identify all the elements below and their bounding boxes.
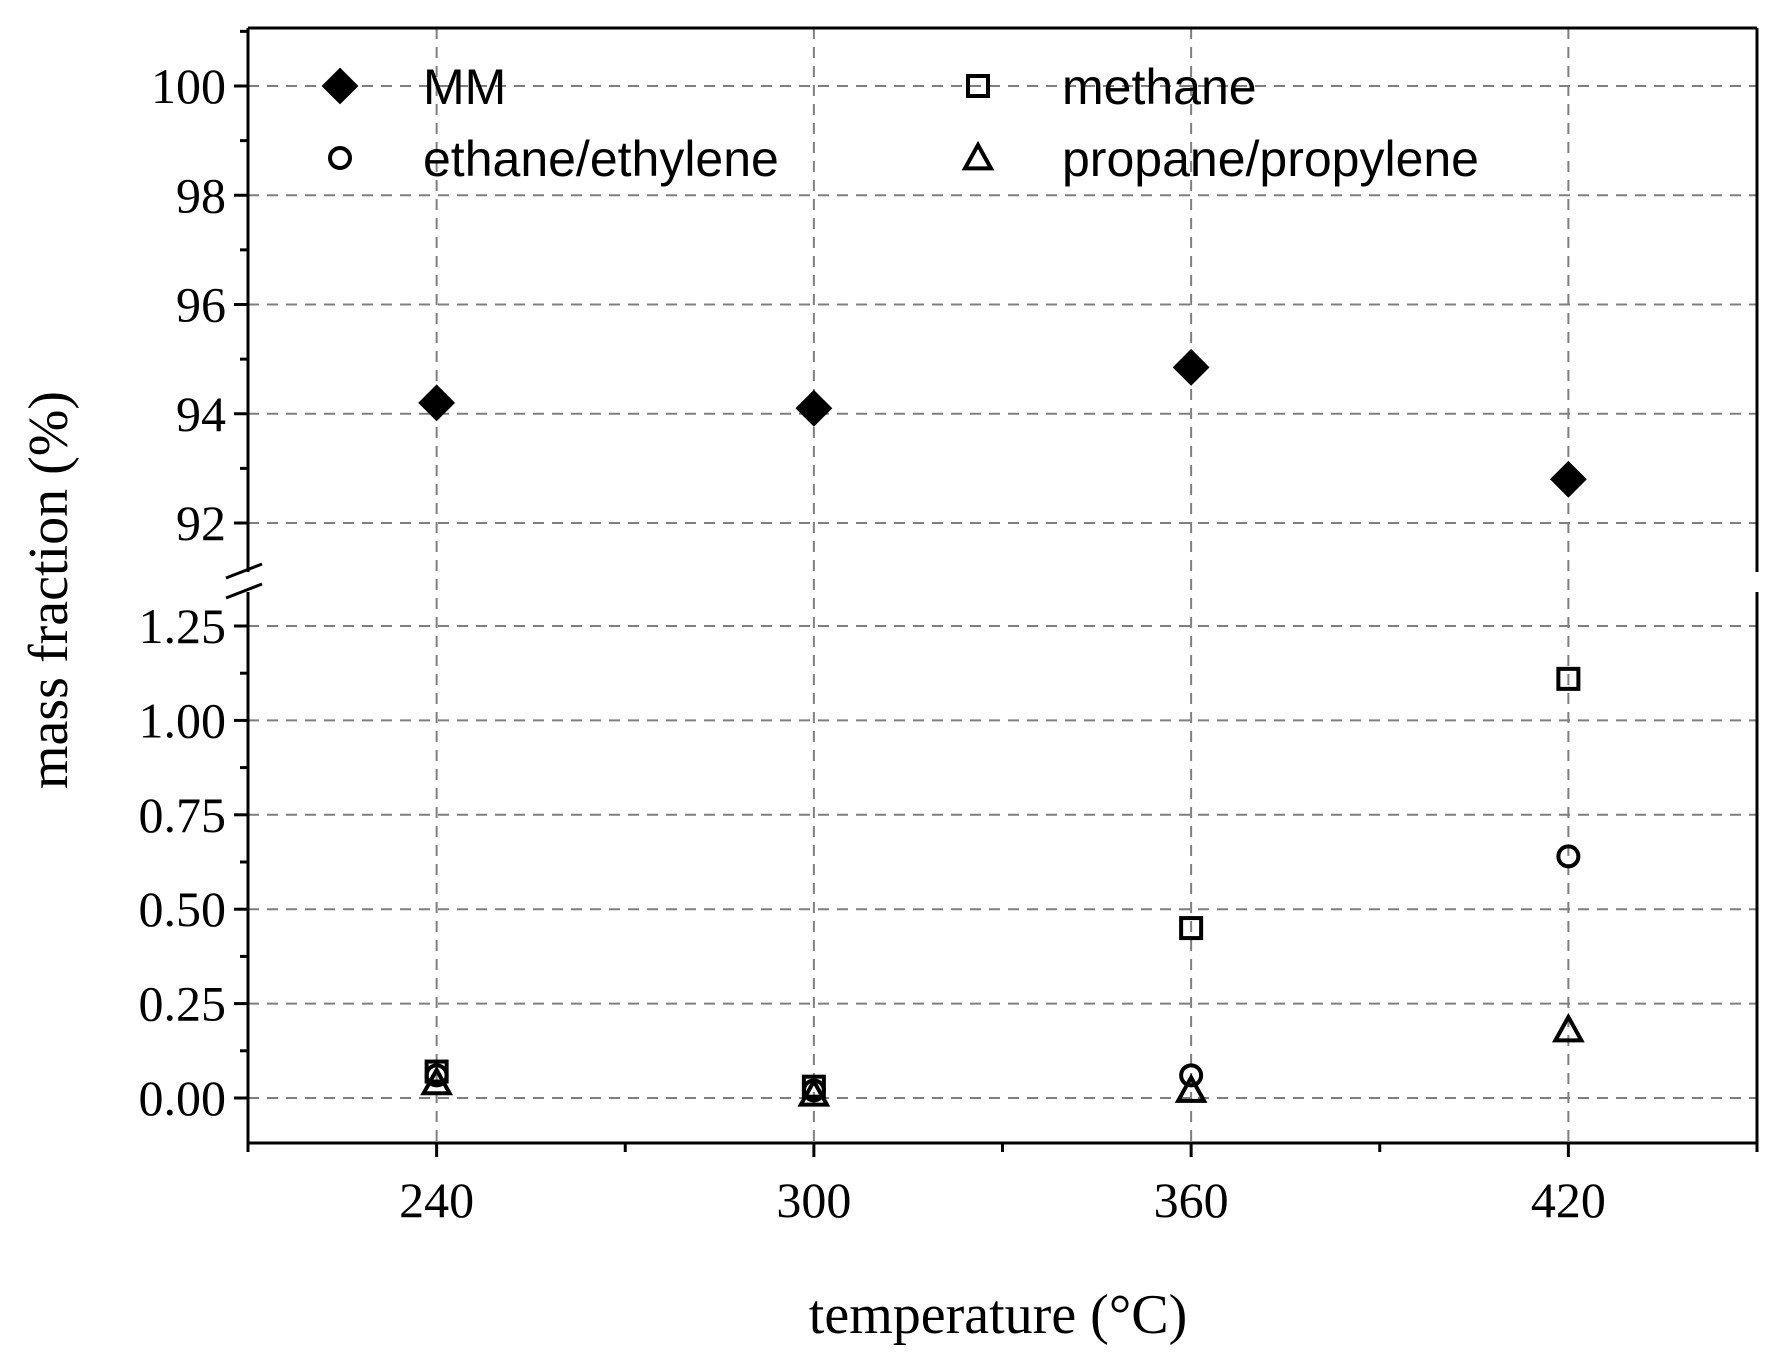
legend-label-ethane-ethylene: ethane/ethylene: [423, 131, 779, 187]
legend: MM methane ethane/ethylene propane/propylen…: [321, 59, 1479, 187]
point-mm-240: [418, 384, 456, 422]
point-mm-300: [795, 389, 833, 427]
point-ethane-ethylene-240: [424, 1063, 449, 1088]
point-propane-propylene-360: [1174, 1073, 1208, 1103]
y-tick-label: 96: [176, 277, 226, 333]
legend-marker-mm: [321, 67, 359, 105]
y-tick-label: 100: [151, 58, 226, 114]
y-tick-label: 1.25: [139, 598, 227, 654]
y-tick-label: 0.75: [139, 787, 227, 843]
point-mm-420: [1549, 460, 1587, 498]
y-tick-label: 94: [176, 386, 226, 442]
y-tick-label: 92: [176, 495, 226, 551]
y-tick-label: 0.00: [139, 1070, 227, 1126]
y-tick-label: 0.25: [139, 976, 227, 1032]
y-tick-label: 1.00: [139, 692, 227, 748]
x-tick-label: 360: [1154, 1172, 1229, 1228]
point-methane-420: [1556, 666, 1581, 691]
point-ethane-ethylene-360: [1179, 1063, 1204, 1088]
axis-break-mark: [225, 562, 263, 580]
y-tick-label: 98: [176, 167, 226, 223]
legend-marker-methane: [966, 74, 990, 98]
legend-label-propane-propylene: propane/propylene: [1062, 131, 1479, 187]
point-propane-propylene-420: [1551, 1012, 1585, 1043]
point-methane-360: [1179, 916, 1204, 941]
y-tick-labels: 0.00 0.25 0.50 0.75 1.00 1.25 92 94 96 98 100: [139, 58, 227, 1126]
axis-ticks: [234, 29, 1759, 1157]
point-propane-propylene-240: [420, 1065, 454, 1096]
x-tick-label: 420: [1531, 1172, 1606, 1228]
legend-label-methane: methane: [1062, 59, 1257, 115]
point-ethane-ethylene-420: [1556, 844, 1581, 869]
data-marks: [418, 348, 1587, 1107]
legend-marker-propane-propylene: [961, 140, 995, 171]
point-propane-propylene-300: [797, 1077, 831, 1107]
y-axis-title: mass fraction (%): [18, 391, 80, 789]
legend-label-mm: MM: [423, 59, 506, 115]
point-mm-360: [1172, 348, 1210, 386]
grid-layer: [248, 28, 1757, 1143]
x-tick-label: 240: [399, 1172, 474, 1228]
legend-marker-ethane-ethylene: [328, 146, 352, 170]
y-tick-label: 0.50: [139, 881, 227, 937]
x-tick-label: 300: [776, 1172, 851, 1228]
x-axis-title: temperature (°C): [809, 1284, 1187, 1346]
x-tick-labels: 240 300 360 420: [399, 1172, 1606, 1228]
axis-break-mark: [225, 582, 263, 600]
